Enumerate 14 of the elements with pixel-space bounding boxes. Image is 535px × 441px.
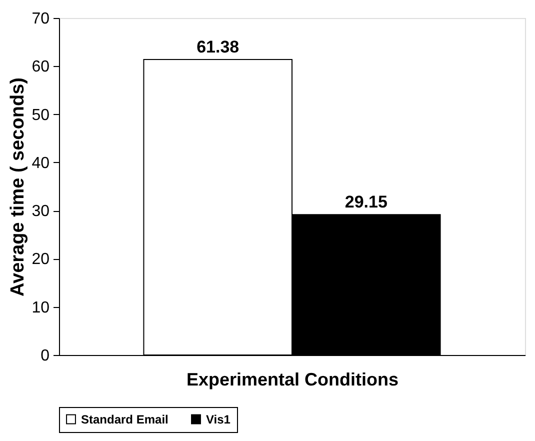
y-tick-label: 60 [32,58,50,76]
y-tick-label: 0 [40,348,50,364]
y-tick-label: 40 [32,154,50,172]
y-tick-label: 50 [32,106,50,124]
data-label: 61.38 [196,38,240,56]
y-tick-label: 20 [32,251,50,268]
y-tick-label: 10 [32,299,50,316]
y-tick-label: 70 [32,10,50,28]
data-label: 29.15 [344,192,388,212]
y-axis-title: Average time ( seconds) [8,78,29,296]
x-axis-title: Experimental Conditions [186,370,399,390]
legend-label: Standard Email [81,412,168,426]
legend-label: Vis1 [206,412,231,426]
y-tick-label: 30 [32,203,50,220]
